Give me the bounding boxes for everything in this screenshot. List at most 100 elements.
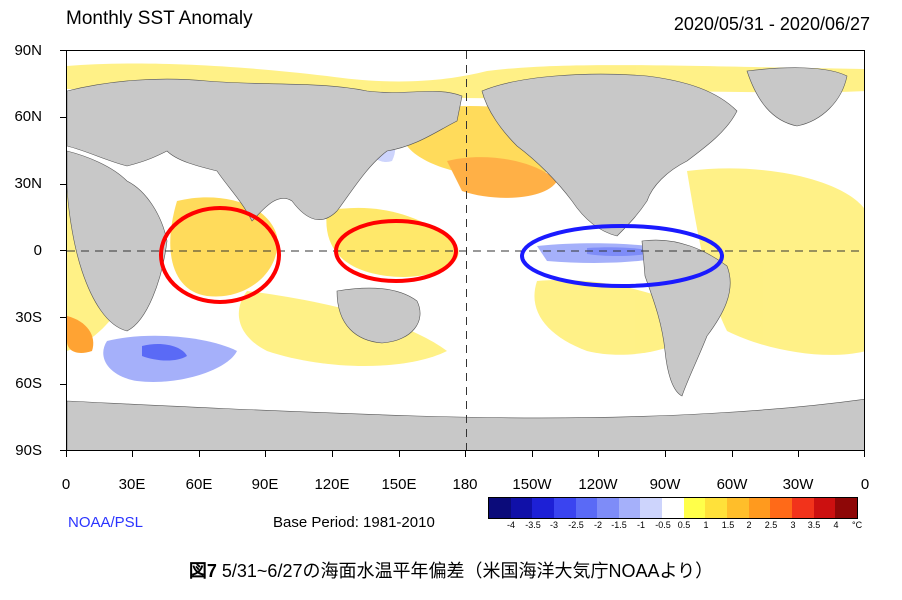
- lat-tick: [60, 450, 66, 451]
- lat-label: 60S: [15, 375, 42, 392]
- date-range: 2020/05/31 - 2020/06/27: [673, 14, 870, 34]
- colorbar-swatch: [640, 498, 663, 518]
- colorbar-swatch: [791, 498, 814, 518]
- lon-tick: [665, 451, 666, 457]
- colorbar-swatch: [705, 498, 728, 518]
- source-label: NOAA/PSL: [68, 514, 144, 531]
- lat-tick: [60, 250, 66, 251]
- warm-patch-south-indian: [238, 291, 447, 366]
- lon-tick: [598, 451, 599, 457]
- chart-title: Monthly SST Anomaly: [66, 8, 253, 29]
- lat-label: 30N: [14, 175, 42, 192]
- sst-map: [66, 50, 865, 451]
- colorbar-swatch: [662, 498, 684, 518]
- lat-label: 90N: [14, 42, 42, 59]
- colorbar-label: -3.5: [525, 520, 541, 530]
- cool-core-south-indian: [142, 344, 187, 361]
- colorbar-label: -1.5: [611, 520, 627, 530]
- colorbar-unit: °C: [852, 520, 863, 530]
- colorbar-label: -0.5: [655, 520, 671, 530]
- lon-tick: [332, 451, 333, 457]
- colorbar-swatch: [489, 498, 511, 518]
- lon-label: 30W: [782, 476, 814, 493]
- east-pacific-circle: [520, 224, 724, 288]
- antarctica-land: [67, 398, 864, 450]
- colorbar-swatch: [575, 498, 598, 518]
- lon-tick: [399, 451, 400, 457]
- lat-tick: [60, 384, 66, 385]
- caption-label: 図7: [188, 561, 217, 581]
- colorbar-label: 0.5: [677, 520, 691, 530]
- colorbar-swatch: [770, 498, 792, 518]
- north-america-land: [481, 73, 738, 237]
- lat-tick: [60, 50, 66, 51]
- lon-tick: [465, 451, 466, 457]
- colorbar-swatch: [597, 498, 619, 518]
- greenland-land: [746, 67, 848, 127]
- colorbar-label: -2.5: [568, 520, 584, 530]
- cool-core-eastern-pacific: [587, 247, 657, 257]
- lat-tick: [60, 184, 66, 185]
- warm-core-south-atlantic: [67, 316, 94, 353]
- colorbar-label: -2: [593, 520, 602, 530]
- lon-tick: [798, 451, 799, 457]
- colorbar-label: 2.5: [764, 520, 778, 530]
- lon-label: 60W: [716, 476, 748, 493]
- colorbar-swatch: [683, 498, 706, 518]
- warm-patch-atlantic: [687, 168, 864, 355]
- lon-label: 120W: [578, 476, 618, 493]
- colorbar-label: -3: [549, 520, 558, 530]
- sst-map-svg: [67, 51, 864, 450]
- lon-label: 150W: [512, 476, 552, 493]
- lon-tick: [265, 451, 266, 457]
- colorbar: [488, 497, 858, 519]
- warm-core-north-pacific: [447, 157, 557, 198]
- lat-label: 90S: [15, 442, 42, 459]
- lat-label: 0: [33, 242, 42, 259]
- lon-label: 60E: [185, 476, 213, 493]
- lon-label: 90W: [649, 476, 681, 493]
- lat-tick: [60, 117, 66, 118]
- lon-label: 120E: [314, 476, 350, 493]
- lon-tick: [66, 451, 67, 457]
- colorbar-label: -1: [636, 520, 645, 530]
- colorbar-swatch: [618, 498, 641, 518]
- eurasia-land: [67, 78, 463, 222]
- colorbar-label: 1: [703, 520, 709, 530]
- australia-land: [336, 287, 421, 344]
- lat-label: 60N: [14, 108, 42, 125]
- colorbar-label: 2: [746, 520, 752, 530]
- lon-tick: [132, 451, 133, 457]
- colorbar-swatch: [748, 498, 771, 518]
- base-period-label: Base Period: 1981-2010: [273, 514, 435, 531]
- colorbar-swatch: [835, 498, 857, 518]
- lon-label: 150E: [381, 476, 417, 493]
- land-layer: [67, 67, 864, 450]
- colorbar-swatch: [553, 498, 576, 518]
- lat-label: 30S: [15, 309, 42, 326]
- lon-tick: [864, 451, 865, 457]
- lon-tick: [732, 451, 733, 457]
- lon-label: 30E: [118, 476, 146, 493]
- africa-land: [67, 150, 168, 332]
- caption-text: 5/31~6/27の海面水温平年偏差（米国海洋大気庁NOAAより）: [216, 561, 714, 581]
- lon-tick: [199, 451, 200, 457]
- west-pacific-circle: [334, 219, 458, 283]
- colorbar-label: 3.5: [807, 520, 821, 530]
- lon-label: 90E: [251, 476, 279, 493]
- colorbar-label: 1.5: [721, 520, 735, 530]
- indian-ocean-circle: [159, 206, 281, 304]
- lon-label: 0: [860, 476, 870, 493]
- colorbar-label: 3: [790, 520, 796, 530]
- colorbar-swatch: [510, 498, 533, 518]
- lon-label: 0: [61, 476, 71, 493]
- lon-label: 180: [452, 476, 478, 493]
- lat-tick: [60, 317, 66, 318]
- colorbar-label: -4: [506, 520, 515, 530]
- south-america-land: [641, 239, 731, 397]
- colorbar-label: 4: [833, 520, 839, 530]
- warm-patch-indian-ocean: [170, 197, 278, 297]
- colorbar-swatch: [813, 498, 836, 518]
- lon-tick: [532, 451, 533, 457]
- colorbar-swatch: [727, 498, 749, 518]
